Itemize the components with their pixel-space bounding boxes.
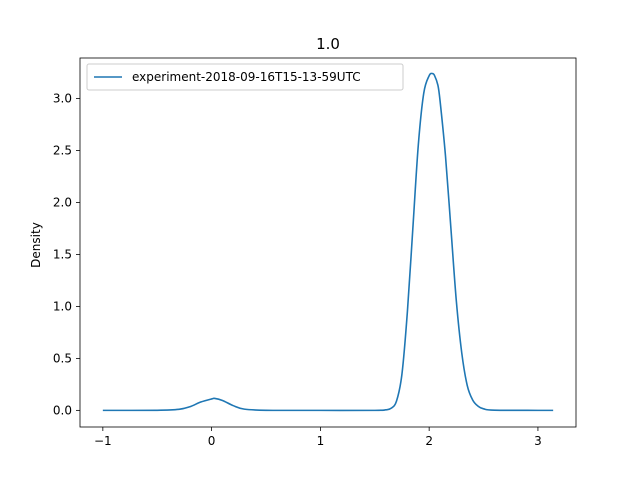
y-tick-label: 1.5 xyxy=(53,247,72,261)
y-axis-ticks: 0.0 0.5 1.0 1.5 2.0 2.5 3.0 xyxy=(53,92,80,417)
series-line xyxy=(102,72,554,412)
y-tick-label: 1.0 xyxy=(53,299,72,313)
y-axis-label: Density xyxy=(29,222,43,268)
legend: experiment-2018-09-16T15-13-59UTC xyxy=(86,63,404,91)
y-tick-label: 2.5 xyxy=(53,144,72,158)
chart-title: 1.0 xyxy=(316,35,340,53)
x-tick-label: −1 xyxy=(94,434,112,448)
x-axis-ticks: −1 0 1 2 3 xyxy=(94,427,542,448)
x-tick-label: 2 xyxy=(425,434,433,448)
y-tick-label: 2.0 xyxy=(53,195,72,209)
plot-area-frame xyxy=(79,57,577,428)
legend-label: experiment-2018-09-16T15-13-59UTC xyxy=(132,70,361,84)
x-tick-label: 0 xyxy=(208,434,216,448)
y-tick-label: 0.0 xyxy=(53,403,72,417)
x-tick-label: 1 xyxy=(317,434,325,448)
y-tick-label: 0.5 xyxy=(53,351,72,365)
legend-box xyxy=(86,63,404,91)
x-tick-label: 3 xyxy=(534,434,542,448)
y-tick-label: 3.0 xyxy=(53,92,72,106)
